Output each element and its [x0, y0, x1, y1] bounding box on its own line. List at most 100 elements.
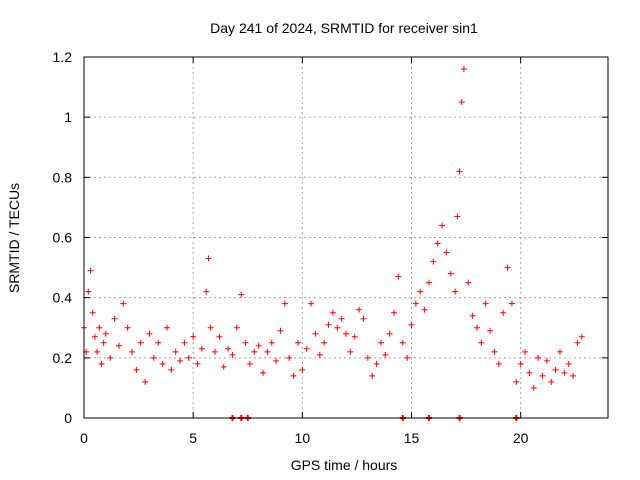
data-point: [242, 339, 249, 346]
data-point: [517, 360, 524, 367]
data-point: [238, 291, 245, 298]
x-tick-label: 0: [80, 430, 88, 446]
data-point: [96, 324, 103, 331]
data-point: [94, 348, 101, 355]
data-point: [578, 333, 585, 340]
data-point: [439, 222, 446, 229]
data-point: [443, 249, 450, 256]
data-point: [369, 372, 376, 379]
data-point: [408, 321, 415, 328]
data-point: [277, 327, 284, 334]
data-point: [482, 300, 489, 307]
data-point: [500, 309, 507, 316]
data-point: [343, 330, 349, 337]
data-point: [325, 321, 332, 328]
x-tick-label: 20: [513, 430, 529, 446]
data-point: [260, 369, 267, 376]
data-point: [268, 339, 275, 346]
data-point: [465, 279, 472, 286]
data-point: [495, 360, 502, 367]
y-axis-label: SRMTID / TECUs: [6, 183, 22, 293]
y-tick-label: 0.4: [53, 290, 73, 306]
data-point: [508, 300, 515, 307]
data-point: [535, 354, 542, 361]
data-point: [91, 333, 98, 340]
data-point: [115, 342, 122, 349]
data-point: [172, 348, 179, 355]
data-point: [316, 351, 323, 358]
data-point: [129, 348, 136, 355]
data-point: [556, 348, 563, 355]
y-tick-label: 0: [64, 410, 72, 426]
data-point: [452, 288, 459, 295]
data-point: [181, 339, 188, 346]
data-point: [491, 348, 498, 355]
data-point: [303, 345, 310, 352]
data-point: [329, 309, 336, 316]
data-point: [454, 213, 461, 220]
data-point: [85, 288, 92, 295]
data-point: [338, 315, 345, 322]
data-point: [474, 324, 480, 331]
data-point: [159, 360, 166, 367]
data-point: [100, 339, 107, 346]
data-point: [399, 339, 406, 346]
data-point: [98, 360, 105, 367]
data-point: [561, 369, 568, 376]
data-point: [513, 378, 520, 385]
x-tick-label: 5: [189, 430, 197, 446]
data-point: [142, 378, 149, 385]
data-point: [190, 333, 197, 340]
data-point: [574, 339, 581, 346]
data-point: [168, 366, 175, 373]
data-point: [530, 384, 537, 391]
axis-ticks: [83, 56, 608, 419]
data-point: [107, 354, 114, 361]
data-point: [150, 354, 157, 361]
data-point: [124, 324, 131, 331]
data-point: [233, 324, 240, 331]
data-point: [347, 348, 354, 355]
data-point: [177, 357, 184, 364]
data-point: [198, 345, 205, 352]
data-point: [356, 306, 363, 313]
x-tick-labels: 0 5 10 15 20: [80, 430, 529, 446]
data-point: [430, 258, 437, 265]
data-point: [487, 327, 494, 334]
data-point: [377, 339, 384, 346]
data-point: [264, 348, 271, 355]
data-point: [185, 354, 192, 361]
data-point: [373, 360, 380, 367]
data-point: [212, 348, 218, 355]
chart-title: Day 241 of 2024, SRMTID for receiver sin…: [210, 20, 478, 36]
data-point: [360, 315, 367, 322]
data-point: [447, 270, 454, 277]
data-point: [522, 348, 529, 355]
data-point: [286, 354, 293, 361]
y-tick-label: 0.2: [53, 350, 73, 366]
data-point: [137, 339, 144, 346]
data-point: [229, 351, 236, 358]
data-point: [334, 324, 341, 331]
data-point: [255, 342, 262, 349]
data-point: [382, 351, 389, 358]
data-point: [539, 372, 546, 379]
data-point: [203, 288, 210, 295]
data-point: [246, 360, 253, 367]
data-point: [281, 300, 288, 307]
data-point: [412, 300, 419, 307]
data-point: [120, 300, 127, 307]
y-tick-label: 0.8: [53, 169, 73, 185]
data-point: [417, 288, 424, 295]
data-point: [548, 378, 555, 385]
y-tick-label: 0.6: [53, 230, 73, 246]
data-point: [504, 264, 511, 271]
data-point: [290, 372, 297, 379]
data-point: [460, 66, 467, 73]
y-tick-labels: 0 0.2 0.4 0.6 0.8 1 1.2: [53, 49, 73, 426]
data-point: [146, 330, 153, 337]
data-point: [421, 306, 428, 313]
data-point: [194, 360, 201, 367]
